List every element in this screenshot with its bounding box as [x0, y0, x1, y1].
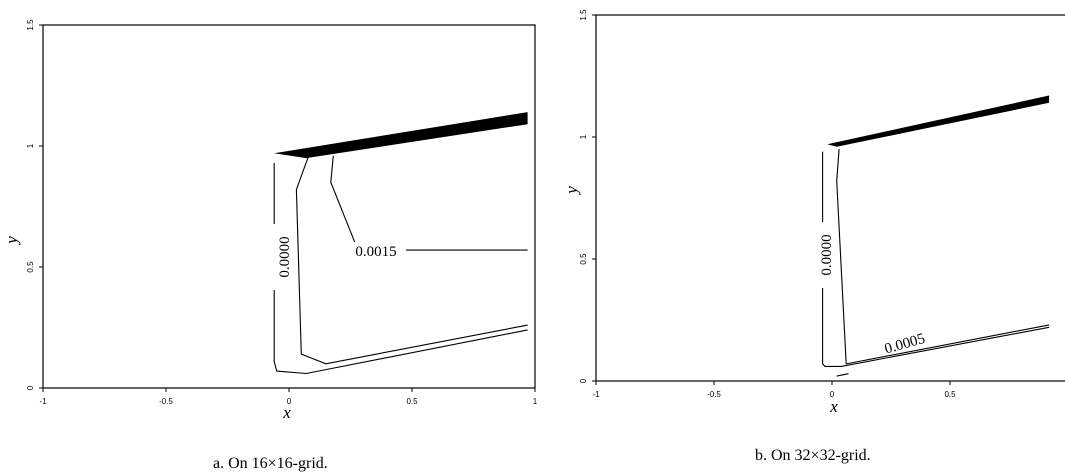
- x-tick-label: -1: [39, 397, 47, 406]
- contour-line-2: [330, 155, 528, 251]
- plot-frame-b: [595, 14, 1065, 382]
- caption-b: b. On 32×32-grid.: [755, 447, 871, 464]
- contour-label-0000: 0.0000: [819, 234, 835, 275]
- y-tick-label: 1.5: [26, 19, 35, 31]
- y-tick-label: 0.5: [579, 253, 588, 265]
- y-tick-label: 1.5: [579, 9, 588, 21]
- contour-label-0005: 0.0005: [883, 331, 927, 358]
- y-axis-label: y: [562, 186, 581, 196]
- wedge-obstacle: [827, 95, 1050, 147]
- x-axis-label: x: [829, 397, 838, 416]
- y-tick-label: 0: [26, 385, 35, 390]
- y-tick-label: 1: [579, 134, 588, 139]
- y-tick-label: 1: [26, 143, 35, 148]
- contour-line-0: [273, 162, 528, 375]
- contour-label-mask: [272, 224, 294, 290]
- y-tick-label: 0.5: [26, 261, 35, 273]
- contour-line-0: [822, 151, 1050, 367]
- x-tick-label: 1: [533, 397, 538, 406]
- contour-line-2: [836, 373, 849, 377]
- wedge-obstacle: [274, 112, 528, 159]
- contour-label-mask: [815, 222, 837, 288]
- x-tick-label: 0.5: [406, 397, 418, 406]
- contour-label-0015: 0.0015: [355, 244, 396, 260]
- chart-a: -1 -0.5 0 0.5 1 0 0.5 1 1.5 x y 0.0000 0…: [2, 19, 538, 422]
- contour-line-1: [295, 155, 528, 365]
- x-tick-label: -1: [592, 390, 600, 399]
- y-tick-label: 0: [579, 378, 588, 383]
- contour-label-mask: [346, 242, 406, 260]
- caption-a: a. On 16×16-grid.: [213, 455, 328, 472]
- y-axis-label: y: [2, 236, 21, 246]
- x-tick-label: 0: [830, 390, 835, 399]
- x-tick-label: -0.5: [707, 390, 721, 399]
- x-tick-label: 0.5: [944, 390, 956, 399]
- x-tick-label: -0.5: [159, 397, 173, 406]
- x-tick-label: 0: [287, 397, 292, 406]
- plot-frame-a: [42, 24, 536, 389]
- contour-label-0000: 0.0000: [277, 236, 293, 277]
- chart-b: -1 -0.5 0 0.5 0 0.5 1 1.5 x y 0.0000 0.0…: [562, 9, 1065, 416]
- x-axis-label: x: [282, 403, 291, 422]
- contour-line-1: [836, 149, 1050, 365]
